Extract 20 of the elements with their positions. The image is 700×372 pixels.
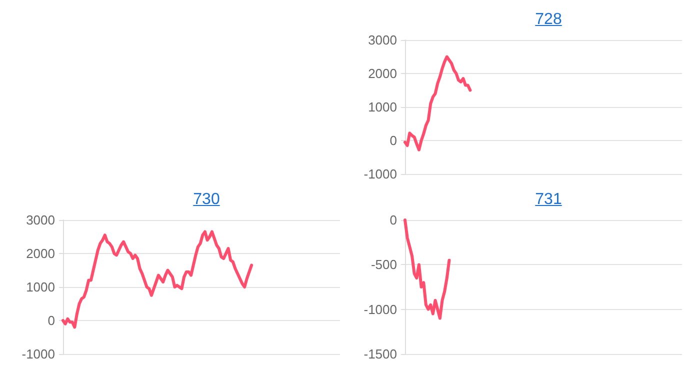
line-series bbox=[404, 218, 451, 320]
y-tick-label: 2000 bbox=[368, 66, 397, 81]
y-tick-label: 1000 bbox=[26, 280, 55, 294]
y-tick-label: 2000 bbox=[26, 246, 55, 261]
chart-title: 728 bbox=[534, 10, 563, 30]
y-tick-label: -1000 bbox=[364, 166, 397, 182]
y-tick-label: 3000 bbox=[368, 32, 397, 48]
y-tick-label: -1000 bbox=[364, 302, 397, 317]
chart-title: 730 bbox=[192, 190, 221, 210]
y-tick-label: 0 bbox=[390, 133, 397, 148]
y-tick-label: -1000 bbox=[22, 346, 55, 362]
y-tick-label: -500 bbox=[370, 257, 397, 272]
line-series bbox=[62, 230, 254, 329]
y-tick-label: 3000 bbox=[26, 212, 55, 228]
y-tick-label: 1000 bbox=[368, 100, 397, 114]
chart-title: 731 bbox=[534, 190, 563, 210]
y-tick-label: 0 bbox=[48, 313, 55, 328]
y-tick-label: 0 bbox=[390, 212, 397, 228]
line-series bbox=[404, 55, 472, 152]
y-tick-label: -1500 bbox=[364, 346, 397, 362]
